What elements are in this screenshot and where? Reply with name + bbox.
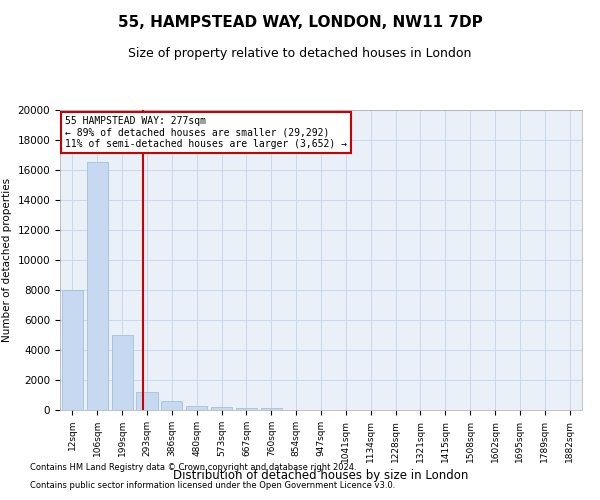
Bar	[112, 335, 133, 410]
X-axis label: Distribution of detached houses by size in London: Distribution of detached houses by size …	[173, 469, 469, 482]
Text: 55 HAMPSTEAD WAY: 277sqm
← 89% of detached houses are smaller (29,292)
11% of se: 55 HAMPSTEAD WAY: 277sqm ← 89% of detach…	[65, 116, 347, 149]
Bar	[87, 162, 108, 410]
Bar	[261, 408, 282, 410]
Text: 55, HAMPSTEAD WAY, LONDON, NW11 7DP: 55, HAMPSTEAD WAY, LONDON, NW11 7DP	[118, 15, 482, 30]
Bar	[136, 392, 158, 410]
Bar	[236, 408, 257, 410]
Text: Size of property relative to detached houses in London: Size of property relative to detached ho…	[128, 48, 472, 60]
Y-axis label: Number of detached properties: Number of detached properties	[2, 178, 12, 342]
Bar	[161, 402, 182, 410]
Bar	[186, 406, 207, 410]
Text: Contains public sector information licensed under the Open Government Licence v3: Contains public sector information licen…	[30, 481, 395, 490]
Bar	[211, 408, 232, 410]
Text: Contains HM Land Registry data © Crown copyright and database right 2024.: Contains HM Land Registry data © Crown c…	[30, 464, 356, 472]
Bar	[62, 290, 83, 410]
